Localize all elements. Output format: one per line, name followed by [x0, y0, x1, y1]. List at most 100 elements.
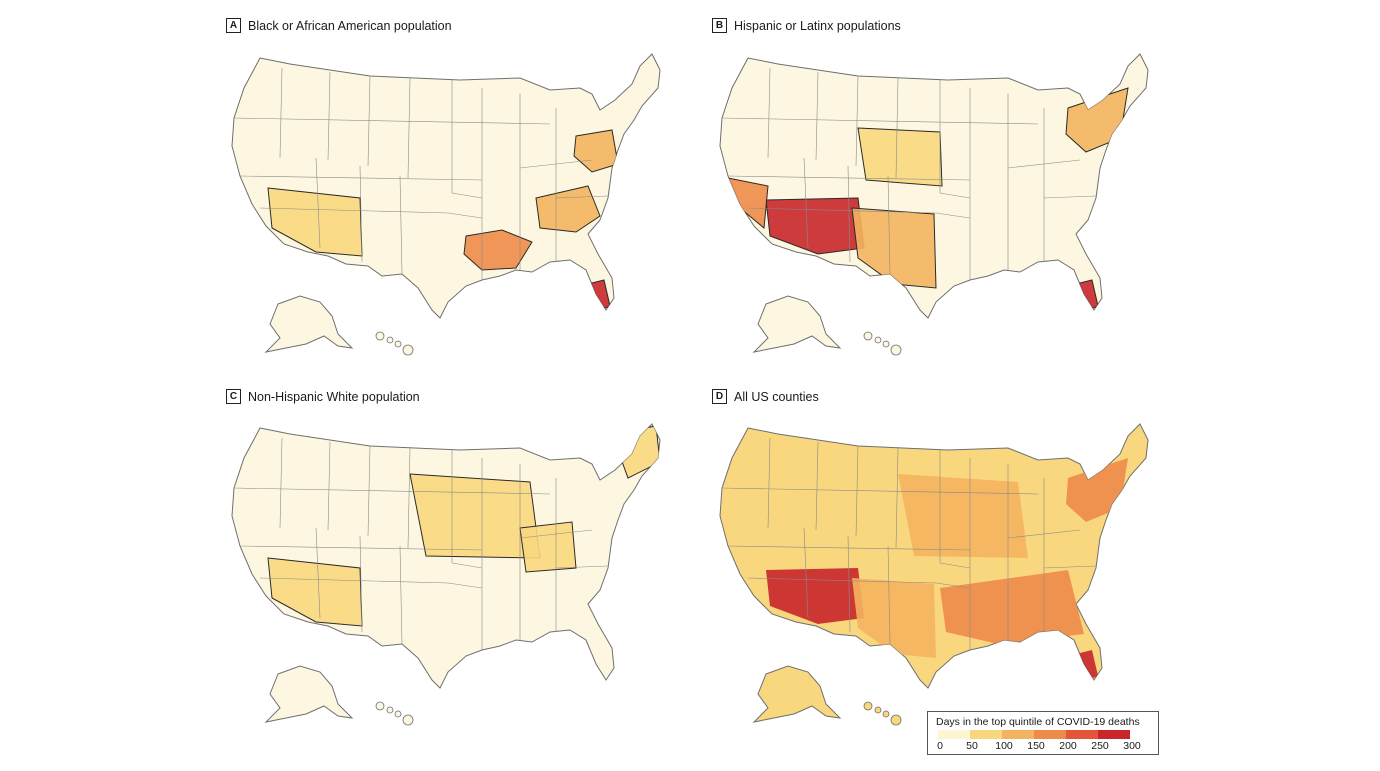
legend-tick-50: 50 — [966, 740, 978, 752]
state-border-17 — [1043, 565, 1097, 569]
hawaii-island-1 — [874, 336, 882, 344]
panel-b-title: Hispanic or Latinx populations — [734, 18, 901, 33]
panel-a-title: Black or African American population — [248, 18, 452, 33]
legend-color-bar — [938, 730, 1130, 739]
legend-swatch-4 — [1066, 730, 1098, 739]
state-border-12 — [451, 562, 483, 569]
state-border-12 — [939, 192, 971, 199]
hawaii-island-3 — [402, 344, 414, 356]
alaska-shape — [264, 295, 354, 353]
state-border-15 — [887, 545, 891, 645]
conterminous-us-shape — [231, 53, 661, 319]
legend-tick-150: 150 — [1027, 740, 1045, 752]
hawaii-island-0 — [863, 701, 873, 711]
legend-swatch-3 — [1034, 730, 1066, 739]
hawaii-island-0 — [863, 331, 873, 341]
panel-b-letter: B — [712, 18, 727, 33]
hotspot-great-plains — [857, 127, 943, 187]
state-border-14 — [847, 165, 851, 263]
state-border-12 — [451, 192, 483, 199]
state-border-13 — [315, 527, 321, 619]
panel-b-header: B Hispanic or Latinx populations — [712, 18, 901, 33]
us-map-black-population — [231, 53, 661, 356]
legend-tick-300: 300 — [1123, 740, 1141, 752]
hawaii-island-3 — [402, 714, 414, 726]
legend-swatch-0 — [938, 730, 970, 739]
hawaii-island-0 — [375, 701, 385, 711]
state-border-8 — [935, 212, 971, 219]
hotspot-appalachia — [519, 521, 577, 573]
hotspot-southern-california — [727, 177, 769, 229]
hotspot-layer — [267, 129, 619, 311]
state-border-2 — [855, 445, 859, 537]
hotspot-south-florida — [1076, 650, 1098, 680]
state-border-1 — [327, 71, 331, 161]
state-border-7 — [259, 577, 449, 584]
hawaii-island-0 — [375, 331, 385, 341]
state-border-14 — [847, 535, 851, 633]
hawaii-island-3 — [890, 344, 902, 356]
hotspot-southwest — [267, 557, 363, 627]
state-border-0 — [767, 437, 771, 529]
hotspot-arizona-new-mexico — [766, 568, 864, 624]
panel-d-title: All US counties — [734, 389, 819, 404]
state-border-15 — [399, 175, 403, 275]
state-border-16 — [1007, 159, 1081, 169]
state-border-1 — [815, 441, 819, 531]
state-border-13 — [315, 157, 321, 249]
state-border-8 — [935, 582, 971, 589]
legend-swatch-1 — [970, 730, 1002, 739]
panel-d-letter: D — [712, 389, 727, 404]
state-border-0 — [279, 437, 283, 529]
hotspot-arizona-new-mexico — [765, 197, 865, 255]
hawaii-island-1 — [874, 706, 882, 714]
legend-tick-250: 250 — [1091, 740, 1109, 752]
state-border-0 — [767, 67, 771, 159]
state-border-6 — [727, 175, 971, 181]
panel-c-header: C Non-Hispanic White population — [226, 389, 420, 404]
legend-ticks: 0 50 100 150 200 250 300 — [937, 740, 1141, 754]
state-border-7 — [747, 207, 937, 214]
alaska-shape — [752, 665, 842, 723]
hawaii-island-2 — [394, 710, 402, 718]
alaska-shape — [264, 665, 354, 723]
hawaii-island-3 — [890, 714, 902, 726]
hotspot-mid-atlantic — [573, 129, 619, 173]
panel-c-letter: C — [226, 389, 241, 404]
state-border-6 — [239, 545, 483, 551]
state-border-3 — [407, 77, 411, 179]
state-border-15 — [887, 175, 891, 275]
hotspot-layer — [267, 425, 660, 627]
us-map-all-counties — [719, 423, 1149, 726]
legend-tick-100: 100 — [995, 740, 1013, 752]
state-border-17 — [555, 565, 609, 569]
state-border-13 — [803, 527, 809, 619]
hawaii-island-2 — [394, 340, 402, 348]
panel-a-letter: A — [226, 18, 241, 33]
legend-title: Days in the top quintile of COVID-19 dea… — [936, 716, 1140, 728]
state-border-13 — [803, 157, 809, 249]
state-border-1 — [815, 71, 819, 161]
panel-c-title: Non-Hispanic White population — [248, 389, 420, 404]
state-border-6 — [239, 175, 483, 181]
state-border-3 — [895, 447, 899, 549]
hawaii-island-1 — [386, 336, 394, 344]
state-border-3 — [407, 447, 411, 549]
hotspot-southeast — [940, 570, 1084, 644]
state-border-16 — [519, 529, 593, 539]
state-border-1 — [327, 441, 331, 531]
state-border-15 — [399, 545, 403, 645]
hotspot-carolinas — [535, 185, 601, 233]
hawaii-island-2 — [882, 710, 890, 718]
state-border-14 — [359, 165, 363, 263]
state-border-5 — [721, 117, 1039, 125]
hotspot-texas — [852, 578, 936, 658]
panel-a-header: A Black or African American population — [226, 18, 452, 33]
hotspot-texas — [851, 207, 937, 289]
state-border-14 — [359, 535, 363, 633]
legend-swatch-5 — [1098, 730, 1130, 739]
panel-d-header: D All US counties — [712, 389, 819, 404]
hotspot-midwest — [409, 473, 541, 559]
legend-tick-200: 200 — [1059, 740, 1077, 752]
state-border-16 — [1007, 529, 1081, 539]
